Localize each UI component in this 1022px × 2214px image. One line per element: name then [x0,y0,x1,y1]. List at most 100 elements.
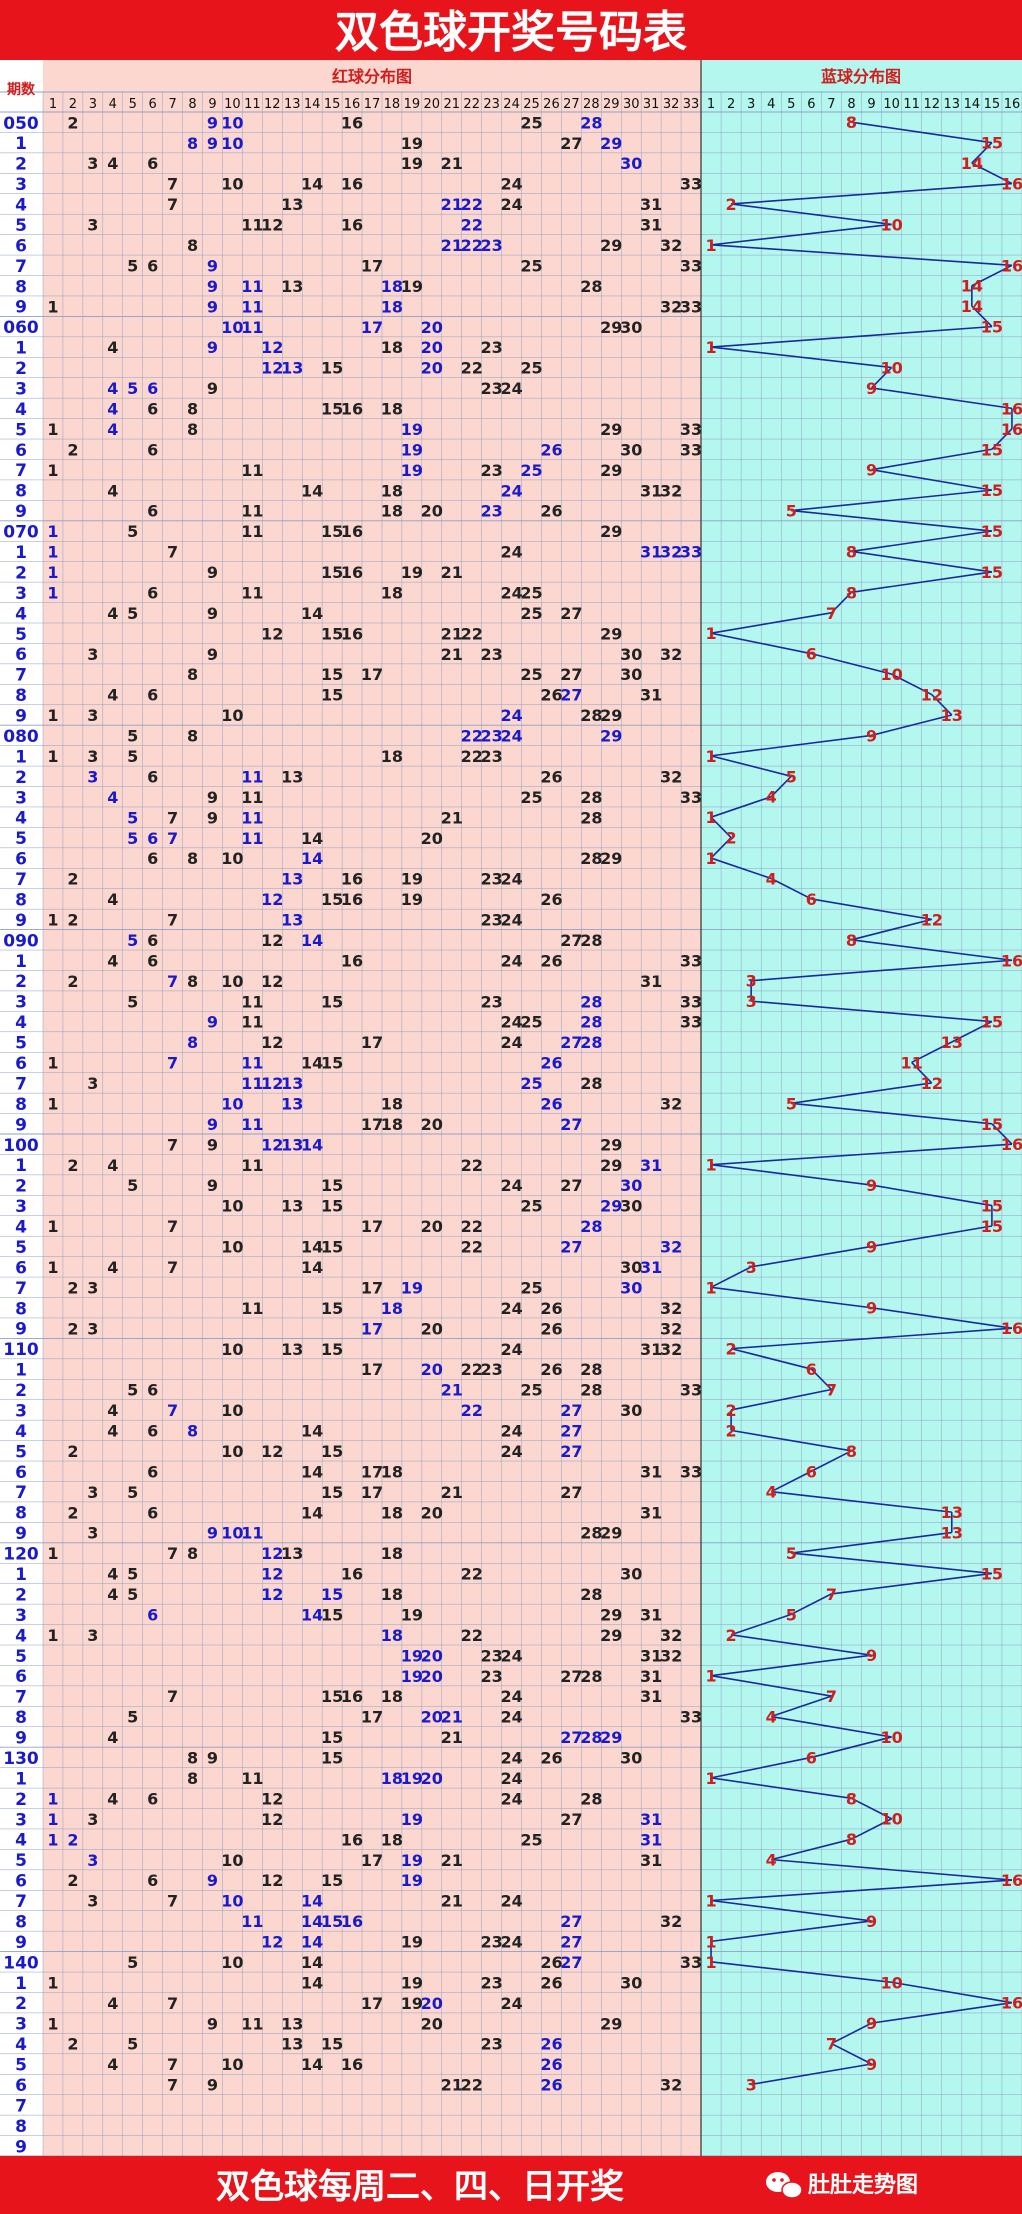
red-ball-number: 30 [620,1176,642,1195]
red-ball-number: 19 [401,870,423,889]
red-ball-number: 9 [207,277,218,296]
blue-ball-number: 7 [826,1687,837,1706]
red-ball-number: 29 [600,1156,622,1175]
red-ball-number: 6 [147,1462,158,1481]
red-ball-number: 31 [640,1605,662,1624]
red-ball-number: 19 [401,1667,423,1686]
red-ball-number: 10 [221,113,243,132]
period-label: 9 [15,2137,27,2157]
trend-segment [811,652,892,675]
red-ball-number: 3 [87,645,98,664]
trend-segment [710,1920,872,1943]
red-ball-number: 1 [47,747,58,766]
red-ball-number: 26 [540,2076,562,2095]
red-ball-number: 7 [167,972,178,991]
blue-ball-number: 5 [786,1605,797,1624]
period-label: 4 [15,1831,27,1851]
red-ball-number: 28 [580,1789,602,1808]
red-ball-number: 2 [67,1442,78,1461]
period-label: 7 [15,257,27,277]
red-ball-number: 5 [127,1708,138,1727]
blue-ball-number: 13 [941,1033,963,1052]
red-ball-number: 10 [221,1340,243,1359]
period-label: 4 [15,1422,27,1442]
red-ball-number: 23 [481,1646,503,1665]
red-ball-number: 14 [301,849,323,868]
red-ball-number: 13 [281,767,303,786]
red-column-header: 16 [344,97,361,112]
red-ball-number: 25 [520,1830,542,1849]
red-column-header: 8 [188,97,196,112]
red-ball-number: 9 [207,604,218,623]
red-ball-number: 7 [167,1135,178,1154]
red-ball-number: 9 [207,645,218,664]
red-ball-number: 29 [600,624,622,643]
blue-ball-number: 6 [806,645,817,664]
trend-segment [710,1777,852,1800]
red-column-header: 12 [264,97,281,112]
red-ball-number: 1 [47,297,58,316]
red-ball-number: 19 [401,134,423,153]
red-column-header: 32 [663,97,680,112]
red-ball-number: 15 [321,2035,343,2054]
red-ball-number: 17 [361,1217,383,1236]
period-label: 2 [15,155,27,175]
period-label: 2 [15,1585,27,1605]
red-ball-number: 31 [640,1340,662,1359]
period-label: 1 [15,543,27,563]
red-ball-number: 26 [540,686,562,705]
period-label: 6 [15,850,27,870]
period-label: 4 [15,2035,27,2055]
red-ball-number: 25 [520,1381,542,1400]
red-column-header: 11 [244,97,261,112]
red-ball-number: 13 [281,1094,303,1113]
blue-ball-number: 6 [806,890,817,909]
period-label: 1 [15,339,27,359]
red-ball-number: 23 [481,379,503,398]
red-ball-number: 4 [107,1994,118,2013]
red-ball-number: 11 [241,767,263,786]
period-label: 8 [15,686,27,706]
red-ball-number: 21 [441,808,463,827]
period-label: 9 [15,1729,27,1749]
trend-segment [871,387,1013,410]
blue-ball-number: 12 [921,1074,943,1093]
period-label: 8 [15,1299,27,1319]
red-ball-number: 14 [301,1953,323,1972]
period-label: 1 [15,1974,27,1994]
blue-ball-number: 15 [981,481,1003,500]
red-ball-number: 25 [520,665,542,684]
trend-segment [971,264,1013,287]
red-ball-number: 18 [381,1462,403,1481]
red-ball-number: 12 [261,1033,283,1052]
blue-ball-number: 2 [726,1626,737,1645]
red-ball-number: 13 [281,277,303,296]
trend-segment [751,1245,872,1268]
red-ball-number: 12 [261,1871,283,1890]
blue-column-header: 11 [903,97,920,112]
red-column-header: 17 [364,97,381,112]
blue-column-header: 10 [883,97,900,112]
red-ball-number: 15 [321,1728,343,1747]
red-ball-number: 26 [540,1094,562,1113]
blue-trend-line [710,121,1013,2086]
red-ball-number: 7 [167,195,178,214]
blue-ball-number: 2 [726,1401,737,1420]
period-label: 5 [15,1442,27,1462]
blue-ball-number: 1 [705,1156,716,1175]
trend-segment [851,1818,892,1840]
red-ball-number: 1 [47,583,58,602]
trend-segment [791,1552,992,1575]
period-label: 6 [15,236,27,256]
red-ball-number: 20 [421,1708,443,1727]
red-ball-number: 17 [361,1994,383,2013]
red-ball-number: 11 [241,1156,263,1175]
red-ball-number: 6 [147,686,158,705]
red-ball-number: 20 [421,2014,443,2033]
blue-ball-number: 16 [1001,1994,1022,2013]
red-ball-number: 6 [147,931,158,950]
red-ball-number: 8 [187,665,198,684]
period-label: 060 [3,318,39,338]
red-ball-number: 8 [187,134,198,153]
trend-segment [731,182,1013,205]
